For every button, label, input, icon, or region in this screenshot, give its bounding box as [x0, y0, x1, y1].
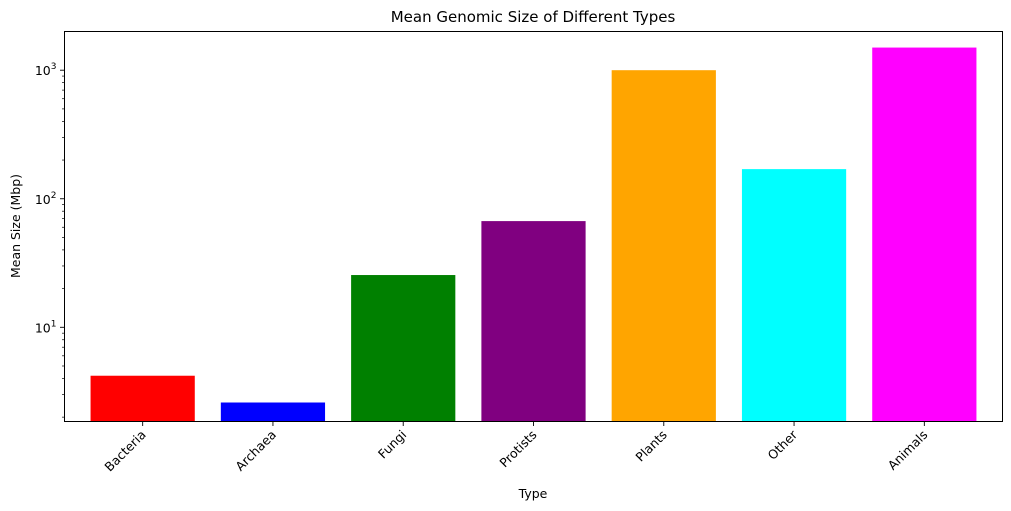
x-tick-label-other: Other — [764, 426, 800, 462]
plot-frame — [64, 31, 1003, 422]
bar-other — [741, 169, 847, 422]
bar-fungi — [351, 275, 456, 422]
bar-animals — [872, 47, 977, 422]
y-tick-label: 101 — [35, 319, 57, 335]
bars-layer — [90, 47, 977, 422]
x-tick-label-plants: Plants — [632, 427, 669, 464]
x-tick-label-bacteria: Bacteria — [101, 427, 148, 474]
bar-protists — [481, 221, 586, 422]
bar-plants — [611, 70, 716, 422]
y-tick-label: 103 — [35, 62, 57, 78]
y-tick-label: 102 — [35, 191, 57, 207]
x-tick-label-animals: Animals — [885, 427, 931, 473]
y-axis-label: Mean Size (Mbp) — [8, 174, 23, 278]
y-ticks-layer: 101 102 103 — [35, 62, 65, 418]
x-tick-label-protists: Protists — [496, 427, 539, 470]
chart-title: Mean Genomic Size of Different Types — [391, 8, 676, 26]
x-tick-label-archaea: Archaea — [232, 427, 279, 474]
bar-bacteria — [90, 375, 195, 422]
x-tick-label-fungi: Fungi — [375, 427, 409, 461]
x-axis-label: Type — [518, 486, 548, 501]
x-ticks-layer: Bacteria Archaea Fungi Protists Plants Other A… — [101, 421, 931, 474]
bar-archaea — [220, 402, 326, 422]
